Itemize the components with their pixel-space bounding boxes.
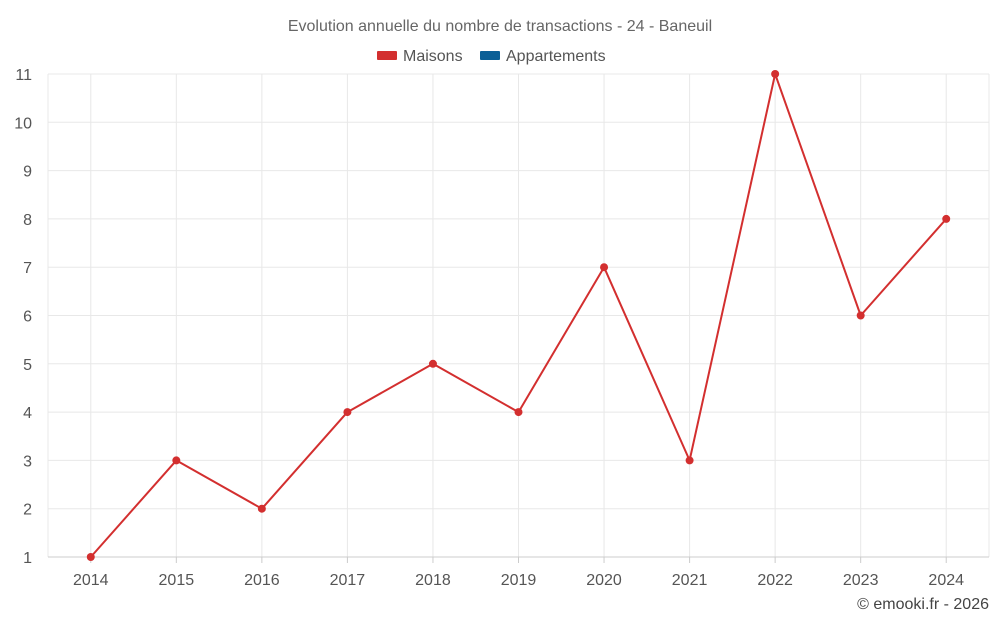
data-point[interactable] — [856, 311, 865, 320]
y-tick-label: 9 — [23, 164, 32, 181]
legend-label-appartements: Appartements — [506, 48, 606, 65]
legend-swatch-appartements — [480, 51, 500, 60]
y-tick-label: 5 — [23, 357, 32, 374]
x-tick-label: 2016 — [244, 572, 280, 589]
x-tick-label: 2015 — [159, 572, 195, 589]
y-axis-ticks: 1 2 3 4 5 6 7 8 9 10 11 — [14, 67, 32, 567]
y-tick-label: 7 — [23, 260, 32, 277]
data-point[interactable] — [428, 359, 437, 368]
x-tick-label: 2024 — [928, 572, 964, 589]
x-tick-label: 2023 — [843, 572, 879, 589]
data-point[interactable] — [257, 504, 266, 513]
y-tick-label: 11 — [15, 67, 32, 84]
y-tick-label: 8 — [23, 212, 32, 229]
data-point[interactable] — [86, 553, 95, 561]
data-point[interactable] — [600, 263, 609, 272]
y-tick-label: 4 — [23, 405, 32, 422]
credit-text: © emooki.fr - 2026 — [857, 596, 989, 613]
x-tick-label: 2018 — [415, 572, 451, 589]
x-tick-label: 2022 — [757, 572, 793, 589]
data-point[interactable] — [343, 408, 352, 417]
x-tick-label: 2020 — [586, 572, 622, 589]
x-tick-label: 2021 — [672, 572, 708, 589]
x-tick-label: 2014 — [73, 572, 109, 589]
x-axis-ticks: 2014 2015 2016 2017 2018 2019 2020 2021 2022 2023… — [48, 556, 989, 589]
legend: Maisons Appartements — [377, 48, 606, 65]
y-tick-label: 10 — [14, 115, 32, 132]
legend-swatch-maisons — [377, 51, 397, 60]
data-point[interactable] — [942, 214, 951, 223]
y-tick-label: 3 — [23, 453, 32, 470]
y-tick-label: 2 — [23, 502, 32, 519]
data-point[interactable] — [514, 408, 523, 417]
legend-item-maisons[interactable]: Maisons — [377, 48, 463, 65]
y-tick-label: 1 — [23, 550, 32, 567]
x-tick-label: 2019 — [501, 572, 537, 589]
legend-item-appartements[interactable]: Appartements — [480, 48, 606, 65]
y-tick-label: 6 — [23, 309, 32, 326]
chart-title: Evolution annuelle du nombre de transact… — [288, 18, 712, 35]
grid — [47, 73, 990, 557]
data-point[interactable] — [685, 456, 694, 465]
data-point[interactable] — [771, 70, 780, 78]
data-point[interactable] — [172, 456, 181, 465]
x-tick-label: 2017 — [330, 572, 366, 589]
series-maisons — [86, 70, 951, 561]
legend-label-maisons: Maisons — [403, 48, 463, 65]
